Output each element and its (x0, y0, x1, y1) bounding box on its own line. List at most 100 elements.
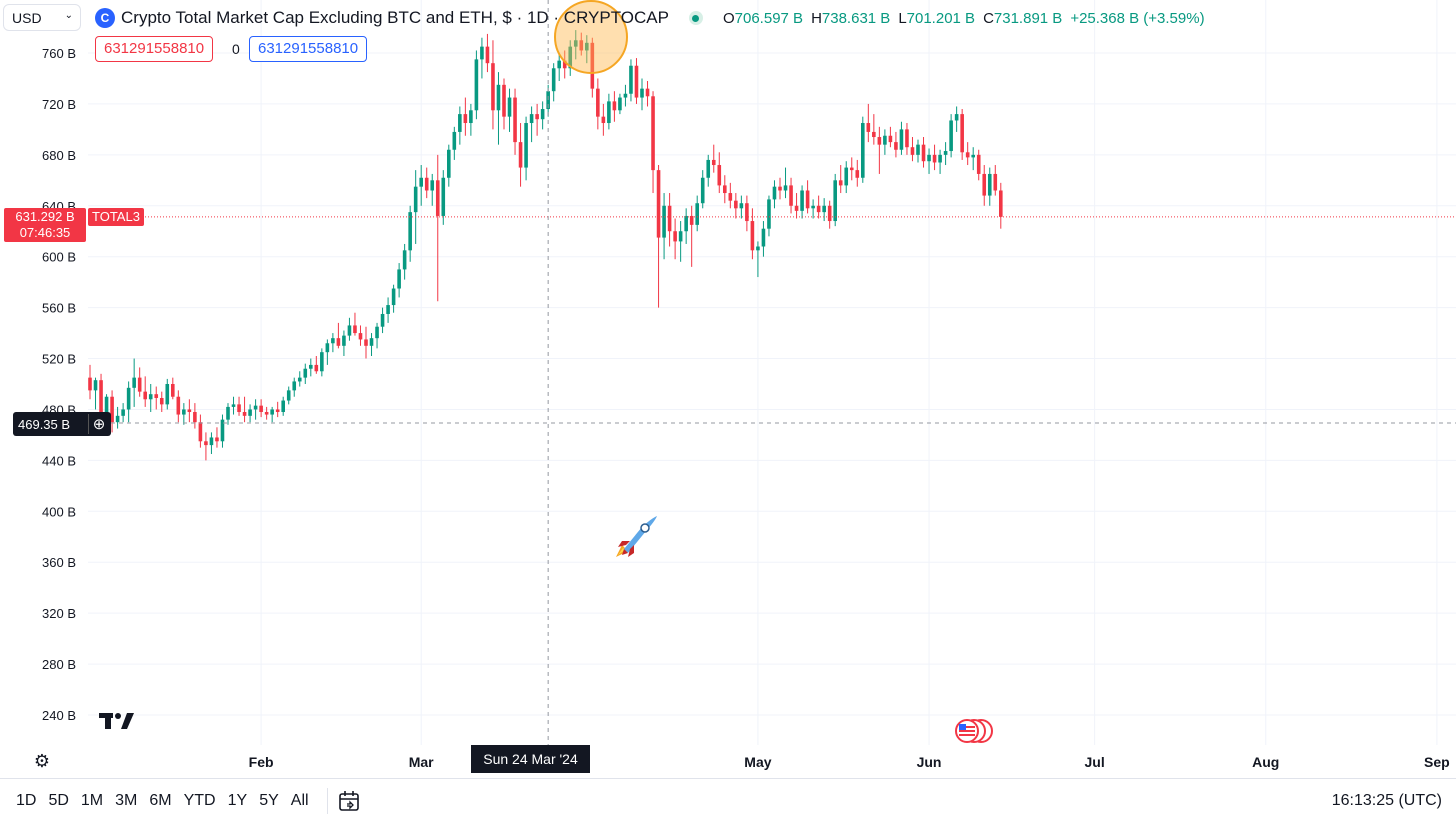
candle (618, 93, 622, 115)
currency-select[interactable]: USD ⌄ (3, 4, 81, 31)
range-button-1m[interactable]: 1M (80, 791, 104, 809)
candle-body (292, 381, 297, 391)
candle-body (706, 159, 711, 178)
candle-body (689, 215, 694, 225)
candle-body (171, 384, 175, 397)
y-tick-label: 360 B (42, 555, 76, 570)
range-button-1y[interactable]: 1Y (227, 791, 248, 809)
candle (700, 170, 705, 209)
market-status-icon[interactable] (688, 11, 703, 25)
candle-body (789, 185, 793, 206)
candle-body (877, 137, 882, 145)
range-button-1d[interactable]: 1D (16, 791, 37, 809)
candle (496, 72, 501, 145)
candle-body (546, 91, 550, 110)
candle (640, 78, 644, 111)
candle-body (601, 116, 606, 124)
candle-body (612, 101, 617, 111)
y-tick-label: 280 B (42, 657, 76, 672)
candle (154, 386, 159, 410)
candle-body (369, 338, 374, 346)
candle-body (237, 404, 241, 413)
range-button-all[interactable]: All (290, 791, 309, 809)
candle-body (745, 203, 749, 222)
candle-body (104, 396, 109, 413)
candle-body (976, 154, 981, 174)
candle (921, 137, 926, 168)
candle-body (651, 96, 655, 171)
candle (767, 195, 771, 237)
candle-body (960, 114, 964, 153)
candle-body (557, 60, 561, 69)
candle (833, 173, 837, 227)
candle-body (872, 131, 876, 138)
utc-clock[interactable]: 16:13:25 (UTC) (1331, 791, 1442, 809)
range-button-5d[interactable]: 5D (48, 791, 69, 809)
candle-body (99, 380, 103, 413)
candle-body (286, 390, 291, 401)
tradingview-logo-icon[interactable] (99, 712, 135, 730)
candle-body (822, 205, 826, 213)
range-button-5y[interactable]: 5Y (259, 791, 279, 809)
y-tick-label: 760 B (42, 46, 76, 61)
candle-body (424, 177, 429, 191)
ohlc-high-label: H (811, 9, 822, 27)
candle (159, 391, 164, 413)
candle (910, 137, 915, 162)
candle (292, 377, 297, 397)
range-button-3m[interactable]: 3M (115, 791, 138, 809)
symbol-legend[interactable]: C Crypto Total Market Cap Excluding BTC … (95, 6, 1205, 30)
candle-body (805, 190, 810, 209)
candle-body (491, 63, 495, 111)
calendar-goto-icon[interactable] (338, 790, 360, 812)
candle-body (159, 398, 164, 405)
sell-value-box[interactable]: 631291558810 (95, 36, 214, 62)
buy-value-box[interactable]: 631291558810 (249, 36, 368, 62)
candle-body (513, 97, 517, 143)
candle (198, 414, 203, 448)
candle-body (397, 269, 401, 289)
candle (358, 325, 363, 346)
candle (689, 205, 694, 267)
candle-body (883, 135, 887, 145)
candle (938, 149, 942, 174)
candle-body (485, 46, 490, 64)
candle-body (413, 186, 418, 213)
candle (226, 403, 230, 425)
add-alert-plus-icon[interactable]: ⊕ (88, 414, 109, 434)
candle-body (943, 151, 948, 155)
candle (314, 355, 319, 374)
candle-body (474, 59, 479, 111)
candle (193, 403, 197, 429)
candle-body (358, 333, 363, 340)
candle-body (844, 167, 849, 186)
candle (391, 284, 396, 313)
candle (954, 106, 959, 132)
us-flag-icon[interactable] (952, 718, 994, 744)
candle-body (695, 203, 699, 225)
candle (667, 193, 672, 247)
candle-body (739, 203, 744, 209)
candle (242, 396, 247, 423)
candle (220, 414, 225, 448)
candle-body (711, 159, 716, 166)
candle (573, 30, 578, 60)
candle-body (458, 114, 462, 132)
candle (435, 154, 440, 302)
candle-body (987, 173, 992, 196)
candle-body (993, 173, 998, 191)
symbol-tag: TOTAL3 (88, 208, 144, 226)
candle (402, 243, 407, 280)
range-button-ytd[interactable]: YTD (183, 791, 216, 809)
candle-body (297, 377, 302, 382)
candle (270, 406, 274, 423)
range-button-6m[interactable]: 6M (149, 791, 172, 809)
ohlc-high-value: 738.631 B (821, 9, 891, 27)
crypto-cap-logo-icon: C (95, 8, 115, 28)
settings-gear-icon[interactable]: ⚙ (33, 751, 51, 771)
candle (982, 165, 987, 206)
candle (397, 263, 401, 298)
candle (596, 78, 600, 130)
candle (723, 175, 727, 204)
